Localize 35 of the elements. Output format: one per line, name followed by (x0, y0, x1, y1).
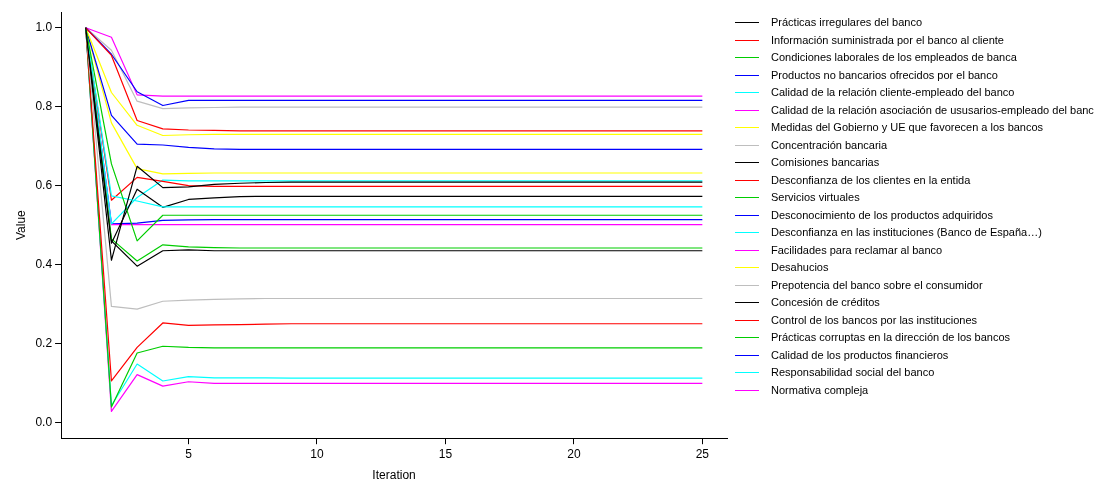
x-axis-title: Iteration (372, 468, 416, 483)
legend-label: Facilidades para reclamar al banco (771, 242, 943, 258)
legend-label: Calidad de los productos financieros (771, 347, 949, 363)
legend-label: Calidad de la relación asociación de ususarios-empleado del banc (771, 102, 1094, 118)
x-tick-label: 5 (185, 446, 193, 461)
y-tick-label: 0.4 (35, 256, 53, 271)
legend-label: Calidad de la relación cliente-empleado del banco (771, 85, 1015, 100)
x-tick-label: 20 (567, 446, 581, 461)
x-tick-label: 15 (438, 446, 453, 461)
legend-label: Medidas del Gobierno y UE que favorecen a los bancos (771, 120, 1044, 135)
legend-label: Desconfianza de los clientes en la entida (771, 172, 971, 188)
y-tick-label: 0.8 (35, 99, 53, 114)
x-tick-label: 25 (695, 446, 710, 461)
y-tick-label: 0.2 (35, 335, 53, 350)
legend-label: Normativa compleja (771, 382, 869, 398)
y-axis-title: Value (13, 209, 28, 241)
y-tick-label: 1.0 (35, 20, 53, 35)
legend-label: Condiciones laborales de los empleados de banca (771, 50, 1017, 65)
legend-label: Servicios virtuales (771, 190, 860, 205)
legend-label: Responsabilidad social del banco (771, 365, 935, 380)
legend-label: Productos no bancarios ofrecidos por el banco (771, 67, 998, 83)
legend-label: Concesión de créditos (771, 295, 880, 310)
x-tick-label: 10 (310, 446, 324, 461)
legend-label: Comisiones bancarias (771, 155, 880, 170)
legend-label: Información suministrada por el banco al cliente (771, 32, 1004, 48)
legend-label: Control de los bancos por las instituciones (771, 312, 978, 328)
legend-label: Prácticas irregulares del banco (771, 15, 923, 30)
y-tick-label: 0.6 (35, 177, 53, 192)
y-tick-label: 0.0 (35, 414, 53, 429)
legend-label: Desconocimiento de los productos adquiridos (771, 207, 993, 223)
legend-label: Desconfianza en las instituciones (Banco de España…) (771, 225, 1042, 240)
legend-label: Concentración bancaria (771, 137, 888, 153)
legend-label: Desahucios (771, 260, 829, 275)
legend-label: Prácticas corruptas en la dirección de los bancos (771, 330, 1011, 345)
legend-label: Prepotencia del banco sobre el consumidor (771, 277, 983, 293)
